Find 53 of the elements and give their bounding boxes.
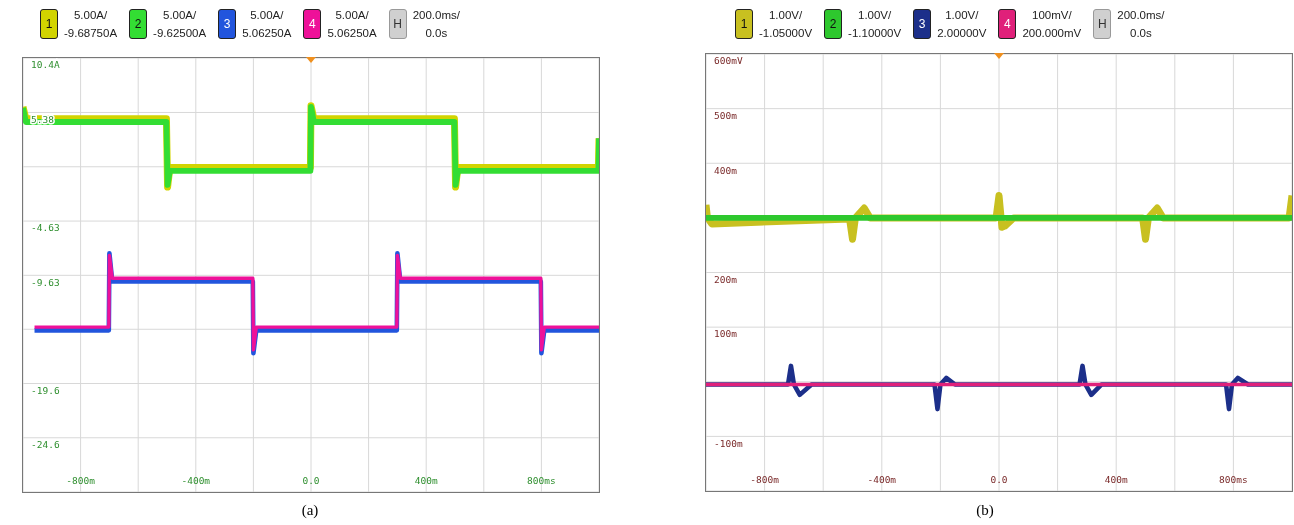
y-tick-label: -9.63 xyxy=(31,276,60,288)
text: 200.0ms/ xyxy=(1117,8,1165,23)
text: 200.000mV xyxy=(1022,26,1082,41)
y-tick-label: 400m xyxy=(714,164,738,176)
text: 100mV/ xyxy=(1031,8,1073,23)
text: 5.06250A xyxy=(242,26,292,41)
text: 4 xyxy=(303,9,322,39)
x-tick-label: 0.0 xyxy=(302,475,320,486)
text: 3 xyxy=(913,9,932,39)
y-tick-label: -100m xyxy=(714,437,743,449)
x-tick-label: -400m xyxy=(867,474,897,485)
text: 2.00000V xyxy=(937,26,987,41)
text: 4 xyxy=(998,9,1017,39)
text: -9.68750A xyxy=(64,26,118,41)
x-tick-label: 800ms xyxy=(1219,474,1248,485)
text: 1.00V/ xyxy=(857,8,893,23)
text: H xyxy=(1097,17,1107,31)
x-tick-label: 0.0 xyxy=(990,474,1008,485)
text: 5.00A/ xyxy=(162,8,198,23)
text: -9.62500A xyxy=(153,26,207,41)
text: (b) xyxy=(975,502,995,519)
x-tick-label: -800m xyxy=(66,475,96,486)
text: 5.00A/ xyxy=(72,8,109,23)
y-tick-label: 100m xyxy=(714,328,738,340)
y-tick-label: -4.63 xyxy=(31,222,60,234)
text: 1.00V/ xyxy=(767,8,804,23)
y-tick-label: 10.4A xyxy=(31,59,60,71)
y-tick-label: -24.6 xyxy=(31,439,60,451)
text: 3 xyxy=(218,9,237,39)
x-tick-label: 400m xyxy=(414,475,438,486)
text: 200.0ms/ xyxy=(412,8,460,23)
y-tick-label: 200m xyxy=(714,273,738,285)
y-tick-label: 600mV xyxy=(714,55,743,67)
text: -1.10000V xyxy=(848,26,902,41)
text: 1.00V/ xyxy=(944,8,980,23)
x-tick-label: -800m xyxy=(750,474,780,485)
y-tick-label: -19.6 xyxy=(31,384,60,396)
text: 2 xyxy=(824,9,843,39)
text: 2 xyxy=(129,9,148,39)
text: 5.00A/ xyxy=(334,8,370,23)
text: 1 xyxy=(40,9,58,39)
x-tick-label: 800ms xyxy=(527,475,556,486)
text: H xyxy=(393,17,402,31)
text: 0.0s xyxy=(424,26,449,41)
text: 0.0s xyxy=(1129,26,1153,41)
text: 5.00A/ xyxy=(249,8,285,23)
text: 1 xyxy=(735,9,753,39)
text: 5.06250A xyxy=(327,26,377,41)
y-tick-label: 500m xyxy=(714,110,738,121)
x-tick-label: -400m xyxy=(181,475,211,486)
text: -1.05000V xyxy=(759,26,813,41)
text: (a) xyxy=(300,502,320,519)
x-tick-label: 400m xyxy=(1104,474,1128,485)
